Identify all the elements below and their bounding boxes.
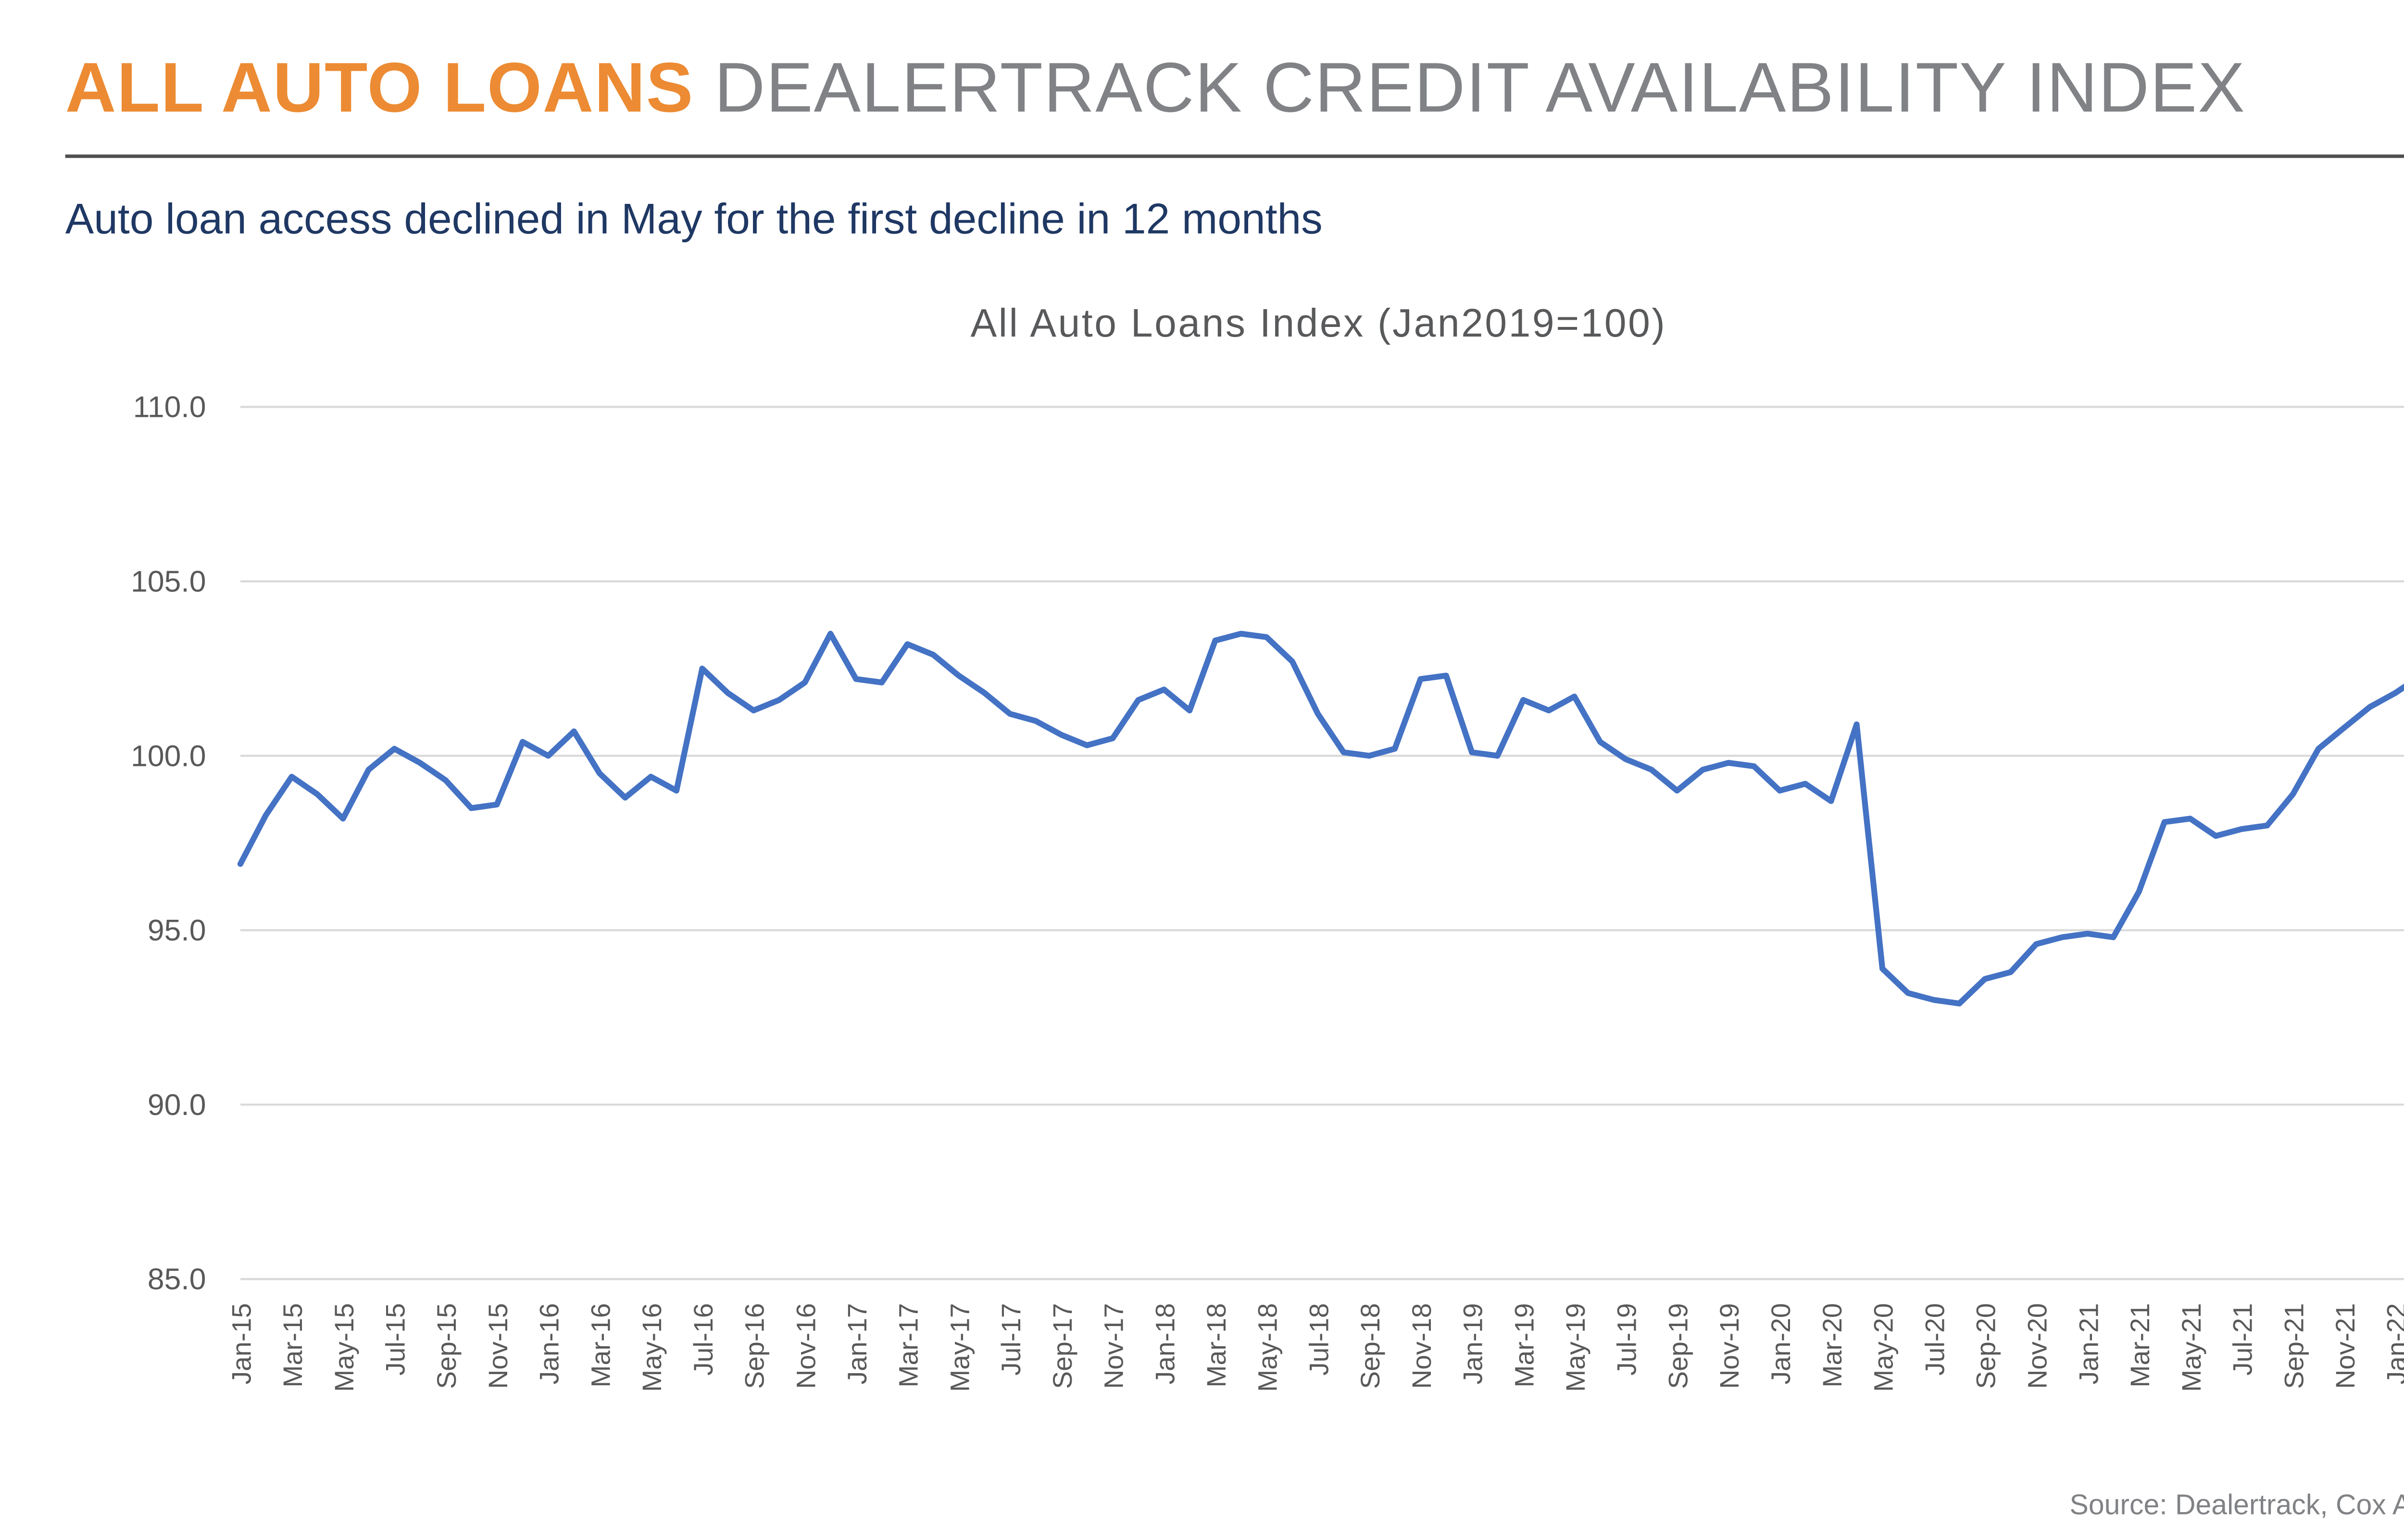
x-axis-tick-label: Nov-19 [1715,1303,1744,1389]
y-axis-tick-label: 105.0 [131,565,206,599]
x-axis-tick-label: Jul-20 [1920,1303,1950,1376]
x-axis-tick-label: Mar-17 [894,1303,924,1387]
x-axis-tick-label: Nov-20 [2023,1303,2053,1389]
source-attribution: Source: Dealertrack, Cox Automotive [2069,1490,2404,1521]
x-axis-tick-label: Jan-19 [1458,1303,1488,1384]
x-axis-tick-label: Jan-15 [226,1303,256,1384]
x-axis-tick-label: Jul-17 [996,1303,1026,1376]
x-axis-tick-label: Jul-15 [381,1303,411,1376]
x-axis-tick-label: Sep-16 [740,1303,770,1389]
x-axis-tick-label: Jan-16 [535,1303,564,1384]
index-line [237,630,2404,1007]
x-axis-tick-label: May-15 [329,1303,359,1392]
x-axis-tick-label: Jan-20 [1766,1303,1796,1384]
x-axis-tick-label: Jul-18 [1304,1303,1334,1376]
x-axis-tick-label: May-20 [1869,1303,1899,1392]
x-axis-tick-label: Mar-20 [1817,1303,1847,1387]
x-axis-tick-label: Jan-22 [2382,1303,2404,1384]
x-axis-tick-label: May-16 [637,1303,667,1392]
y-axis-tick-label: 110.0 [133,390,206,424]
y-axis-tick-label: 95.0 [148,914,206,947]
x-axis-tick-label: Sep-18 [1355,1303,1385,1389]
x-axis-tick-label: Mar-16 [586,1303,615,1387]
chart-title: All Auto Loans Index (Jan2019=100) [970,300,1667,345]
title-divider [65,154,2404,158]
x-axis-tick-label: Mar-18 [1202,1303,1231,1387]
x-axis-tick-label: Nov-17 [1099,1303,1129,1389]
page-title-accent: ALL AUTO LOANS [65,48,694,127]
chart-subtitle: Auto loan access declined in May for the… [65,196,1323,244]
x-axis-tick-label: Mar-15 [278,1303,308,1387]
x-axis-tick-label: Jul-16 [689,1303,718,1376]
x-axis-tick-label: Jan-18 [1150,1303,1180,1384]
y-axis-tick-label: 85.0 [148,1263,206,1296]
x-axis-tick-label: Sep-21 [2279,1303,2309,1389]
x-axis-tick-label: Sep-19 [1663,1303,1693,1389]
page-title-rest: DEALERTRACK CREDIT AVAILABILITY INDEX [714,48,2246,127]
x-axis-tick-label: May-21 [2177,1303,2206,1392]
x-axis-tick-label: Nov-15 [483,1303,513,1389]
x-axis-tick-label: Sep-15 [432,1303,462,1389]
x-axis-tick-label: Jul-21 [2228,1303,2258,1376]
x-axis-tick-label: Mar-19 [1510,1303,1540,1387]
x-axis-tick-label: May-18 [1253,1303,1283,1392]
y-axis-tick-label: 100.0 [131,739,206,773]
x-axis-tick-label: May-19 [1561,1303,1590,1392]
x-axis-tick-label: Mar-21 [2125,1303,2155,1387]
line-chart: 85.0 90.0 95.0 100.0 105.0 110.0 Jan-15 Mar-15 M… [131,390,2404,1392]
x-axis-tick-label: May-17 [945,1303,975,1392]
x-axis-tick-label: Nov-21 [2330,1303,2360,1389]
x-axis-tick-label: Jan-17 [842,1303,872,1384]
x-axis-tick-label: Sep-20 [1971,1303,2001,1389]
x-axis-tick-label: Sep-17 [1048,1303,1077,1389]
x-axis-tick-label: Jan-21 [2074,1303,2104,1384]
x-axis-tick-label: Nov-16 [791,1303,821,1389]
page-title: ALL AUTO LOANS DEALERTRACK CREDIT AVAILA… [65,48,2404,129]
header: ALL AUTO LOANS DEALERTRACK CREDIT AVAILA… [0,0,2404,246]
x-axis-tick-label: Nov-18 [1407,1303,1437,1389]
y-axis-tick-label: 90.0 [148,1088,206,1122]
x-axis-tick-label: Jul-19 [1612,1303,1642,1376]
